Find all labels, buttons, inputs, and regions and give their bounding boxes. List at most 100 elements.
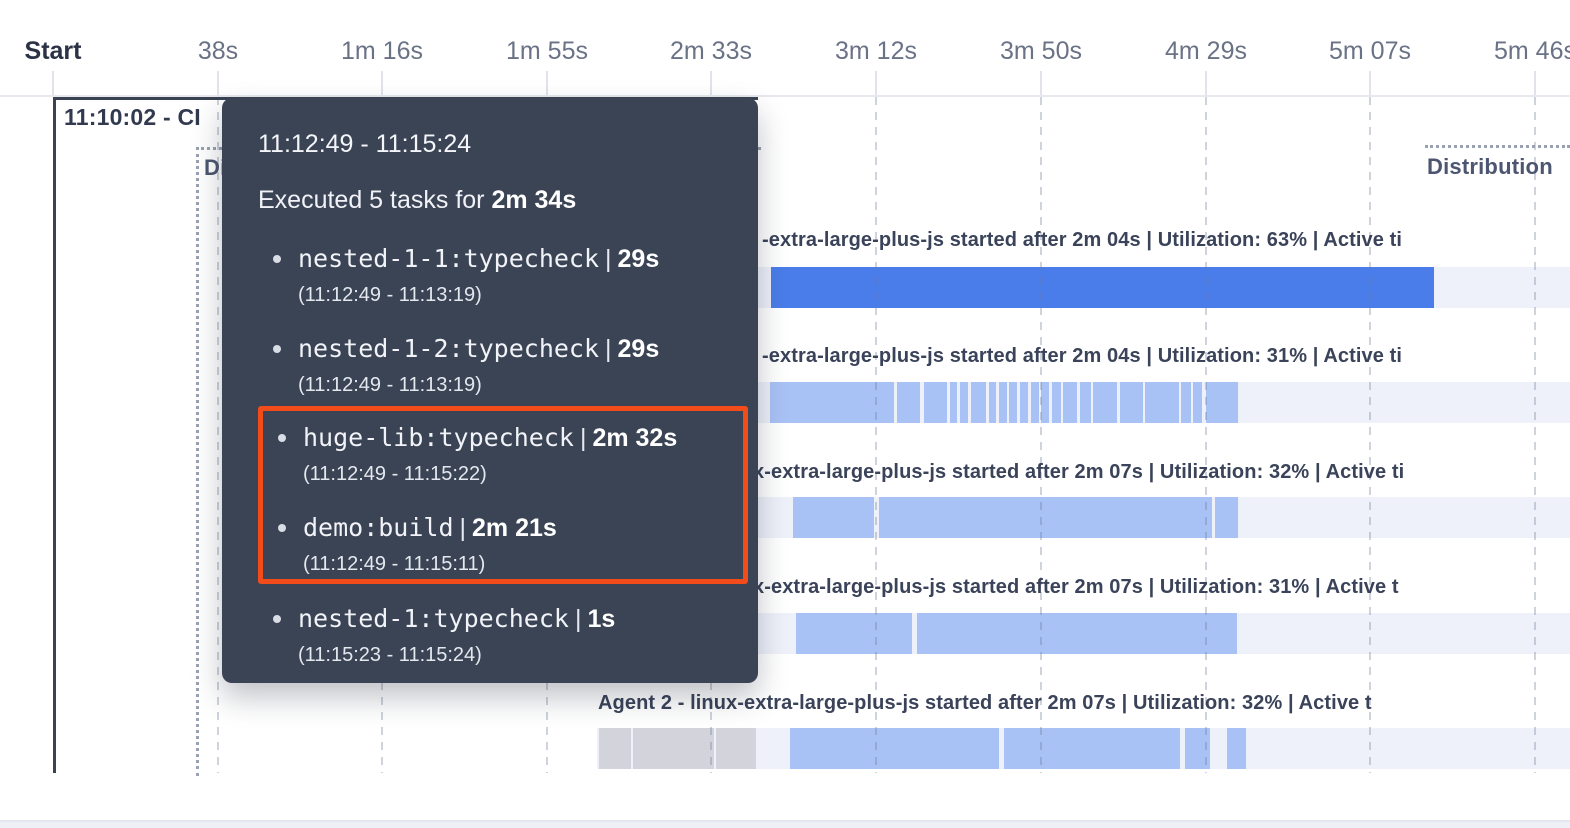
axis-tick-mark xyxy=(52,71,54,95)
agent-bar-segment[interactable] xyxy=(897,382,920,423)
agent-bar-segment[interactable] xyxy=(1181,382,1191,423)
axis-tick-label: 2m 33s xyxy=(670,37,752,65)
tooltip-summary-duration: 2m 34s xyxy=(491,186,577,214)
tooltip-task-item: nested-1:typecheck | 1s (11:15:23 - 11:15:2… xyxy=(258,604,758,668)
agent-bar-segment[interactable] xyxy=(716,728,756,769)
agent-bar-segment[interactable] xyxy=(1206,382,1238,423)
agent-bar-segment[interactable] xyxy=(999,382,1007,423)
tooltip-task-item: nested-1-1:typecheck | 29s (11:12:49 - 11:1… xyxy=(258,244,758,308)
agent-bar-segment[interactable] xyxy=(1185,728,1210,769)
agent-bar-segment[interactable] xyxy=(1080,382,1091,423)
tooltip-task-nameline: nested-1-2:typecheck | 29s xyxy=(298,334,758,364)
agent-bar-segment[interactable] xyxy=(924,382,947,423)
tooltip-summary-prefix: Executed 5 tasks for xyxy=(258,186,492,214)
agent-row-label: Agent 2 - linux-extra-large-plus-js star… xyxy=(598,692,1372,714)
tooltip-task-nameline: nested-1:typecheck | 1s xyxy=(298,604,758,634)
axis-tick-mark xyxy=(217,71,219,95)
axis-tick-label: 3m 50s xyxy=(1000,37,1082,65)
time-gridline xyxy=(217,97,219,773)
bottom-divider xyxy=(0,820,1570,822)
tooltip-task-name: huge-lib:typecheck xyxy=(303,423,574,452)
time-gridline xyxy=(1040,97,1042,773)
task-tooltip: 11:12:49 - 11:15:24 Executed 5 tasks for… xyxy=(222,98,758,683)
agent-bar-segment[interactable] xyxy=(790,728,999,769)
axis-tick-label: Start xyxy=(24,37,82,65)
tooltip-task-name: demo:build xyxy=(303,513,454,542)
tooltip-task-name: nested-1-2:typecheck xyxy=(298,334,600,363)
tooltip-task-duration: 29s xyxy=(617,245,660,273)
agent-bar-segment[interactable] xyxy=(960,382,968,423)
agent-bar-segment[interactable] xyxy=(989,382,996,423)
tooltip-task-item: huge-lib:typecheck | 2m 32s (11:12:49 - 11:… xyxy=(263,423,743,487)
agent-row-label: x-extra-large-plus-js started after 2m 0… xyxy=(753,461,1405,483)
axis-tick-label: 1m 16s xyxy=(341,37,423,65)
agent-row-label: x-extra-large-plus-js started after 2m 0… xyxy=(753,576,1399,598)
tooltip-task-name: nested-1:typecheck xyxy=(298,604,569,633)
axis-baseline xyxy=(0,95,1570,97)
agent-bar-segment[interactable] xyxy=(1227,728,1246,769)
build-block-label[interactable]: 11:10:02 - CI xyxy=(64,104,201,130)
axis-tick-mark xyxy=(381,71,383,95)
axis-tick-mark xyxy=(1205,71,1207,95)
agent-bar-segment[interactable] xyxy=(1193,382,1202,423)
agent-bar-segment[interactable] xyxy=(879,497,1212,538)
axis-tick-mark xyxy=(546,71,548,95)
tooltip-task-timerange: (11:15:23 - 11:15:24) xyxy=(298,644,482,666)
tooltip-task-duration: 2m 21s xyxy=(472,514,557,542)
agent-bar-segment[interactable] xyxy=(1145,382,1179,423)
tooltip-task-separator: | xyxy=(574,605,582,633)
axis-tick-mark xyxy=(1369,71,1371,95)
agent-bar-segment[interactable] xyxy=(950,382,957,423)
tooltip-task-duration: 29s xyxy=(617,335,660,363)
agent-bar-segment[interactable] xyxy=(1020,382,1028,423)
tooltip-task-duration: 2m 32s xyxy=(592,424,678,452)
agent-bar-segment[interactable] xyxy=(1041,382,1049,423)
agent-bar-segment[interactable] xyxy=(1052,382,1061,423)
axis-tick-mark xyxy=(1040,71,1042,95)
tooltip-task-nameline: demo:build | 2m 21s xyxy=(303,513,743,543)
axis-tick-label: 5m 46s xyxy=(1494,37,1570,65)
agent-bar-segment[interactable] xyxy=(917,613,1237,654)
agent-bar-segment[interactable] xyxy=(1009,382,1017,423)
axis-tick-label: 3m 12s xyxy=(835,37,917,65)
tooltip-task-timerange: (11:12:49 - 11:15:22) xyxy=(303,463,487,485)
axis-tick-label: 38s xyxy=(197,37,239,65)
bottom-strip xyxy=(0,822,1570,828)
agent-bar-segment[interactable] xyxy=(599,728,631,769)
tooltip-task-timerange: (11:12:49 - 11:15:11) xyxy=(303,553,486,575)
axis-tick-label: 1m 55s xyxy=(506,37,588,65)
tooltip-task-timerange: (11:12:49 - 11:13:19) xyxy=(298,284,482,306)
time-gridline xyxy=(1534,97,1536,773)
tooltip-task-separator: | xyxy=(459,514,467,542)
agent-bar-segment[interactable] xyxy=(770,382,894,423)
tooltip-task-separator: | xyxy=(579,424,587,452)
agent-bar-segment[interactable] xyxy=(1063,382,1077,423)
build-block-left-border xyxy=(53,97,56,773)
axis-tick-label: 4m 29s xyxy=(1165,37,1247,65)
tooltip-highlight-box: huge-lib:typecheck | 2m 32s (11:12:49 - 11:… xyxy=(258,406,748,584)
tooltip-task-nameline: nested-1-1:typecheck | 29s xyxy=(298,244,758,274)
tooltip-task-item: nested-1-2:typecheck | 29s (11:12:49 - 11:1… xyxy=(258,334,758,398)
agent-bar-segment[interactable] xyxy=(633,728,714,769)
agent-bar-segment[interactable] xyxy=(1215,497,1238,538)
agent-bar-segment[interactable] xyxy=(771,267,1434,308)
tooltip-task-item: demo:build | 2m 21s (11:12:49 - 11:15:11) xyxy=(263,513,743,577)
distribution-box-right[interactable]: Distribution xyxy=(1425,145,1570,776)
axis-tick-mark xyxy=(710,71,712,95)
agent-bar-segment[interactable] xyxy=(1031,382,1039,423)
tooltip-time-range: 11:12:49 - 11:15:24 xyxy=(258,130,472,158)
agent-bar-segment[interactable] xyxy=(796,613,912,654)
agent-bar-segment[interactable] xyxy=(971,382,986,423)
agent-bar-segment[interactable] xyxy=(793,497,874,538)
agent-bar-segment[interactable] xyxy=(1093,382,1117,423)
axis-tick-label: 5m 07s xyxy=(1329,37,1411,65)
time-gridline xyxy=(1369,97,1371,773)
tooltip-summary: Executed 5 tasks for 2m 34s xyxy=(258,184,758,216)
agent-row-label: -extra-large-plus-js started after 2m 04… xyxy=(762,345,1403,367)
agent-bar-segment[interactable] xyxy=(1120,382,1143,423)
tooltip-task-separator: | xyxy=(605,245,612,273)
agent-bar-segment[interactable] xyxy=(1004,728,1180,769)
axis-tick-mark xyxy=(1534,71,1536,95)
tooltip-task-nameline: huge-lib:typecheck | 2m 32s xyxy=(303,423,743,453)
